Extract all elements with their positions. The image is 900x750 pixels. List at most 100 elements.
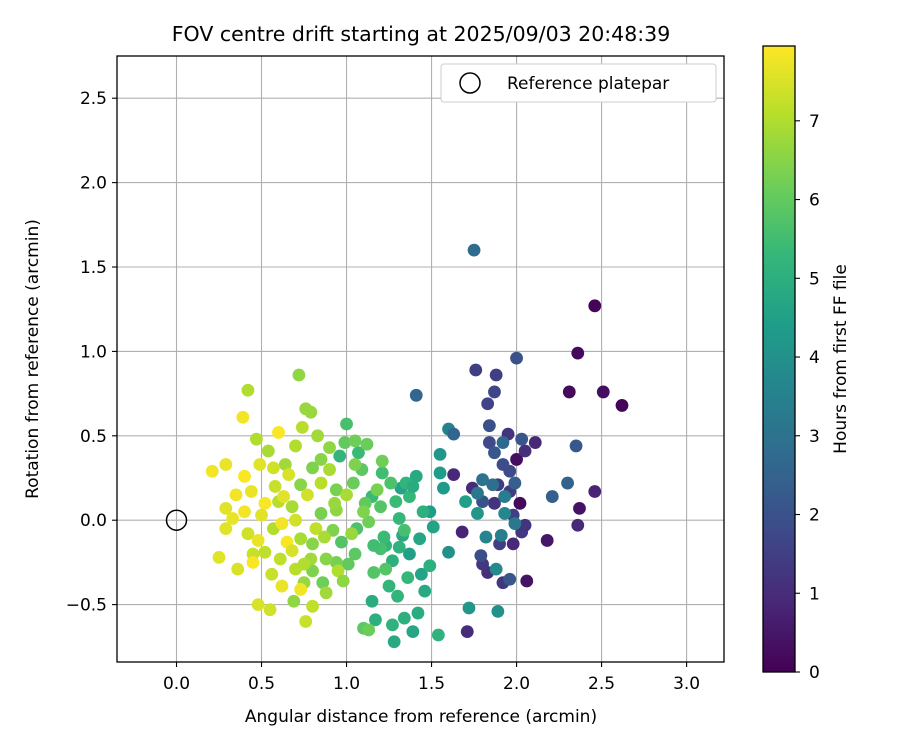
data-point [340,488,353,502]
data-point [462,601,476,615]
data-point [403,547,416,561]
data-point [309,522,323,536]
data-point [588,299,602,313]
colorbar-tick-label: 5 [809,269,820,289]
data-point [287,594,301,608]
data-point [409,388,423,402]
data-point [336,574,350,588]
data-point [285,500,299,514]
data-point [489,368,503,382]
data-point [392,540,406,554]
data-point [596,385,610,399]
grid-lines [117,56,724,662]
data-point [345,527,359,541]
data-point [292,368,306,382]
data-point [295,420,309,434]
data-point [389,495,403,509]
y-axis-label: Rotation from reference (arcmin) [23,219,43,499]
x-tick-label: 0.5 [248,674,275,694]
data-point [374,500,387,514]
data-point [471,507,484,520]
data-point [479,530,493,544]
data-point [282,468,296,482]
data-point [486,478,500,492]
data-point [403,490,416,503]
y-tick-label: −0.5 [66,596,107,616]
data-point [447,427,461,441]
data-point [423,559,437,573]
data-point [571,518,585,532]
x-tick-label: 0.0 [163,674,190,694]
data-point [426,520,440,534]
data-point [416,505,430,519]
data-point [357,505,370,519]
data-point [406,625,420,639]
legend-label: Reference platepar [507,74,669,94]
data-point [459,495,472,509]
data-point [314,507,328,520]
data-point [571,346,585,360]
data-point [442,545,455,559]
data-points [205,243,629,649]
data-point [375,466,389,480]
data-point [467,243,481,257]
data-point [386,618,399,632]
data-point [481,397,495,411]
data-point [482,419,496,433]
x-axis-label: Angular distance from reference (arcmin) [245,707,597,727]
data-point [392,512,406,525]
data-point [316,576,330,590]
colorbar-tick-label: 6 [809,191,820,211]
data-point [379,562,393,576]
data-point [562,385,576,399]
data-point [474,549,488,563]
data-point [375,454,389,468]
data-point [348,434,362,448]
data-point [369,613,382,627]
data-point [362,623,376,637]
data-point [518,518,532,532]
data-point [503,572,517,586]
data-point [401,571,415,584]
data-point [268,480,282,493]
x-tick-label: 3.0 [673,674,700,694]
data-point [273,552,287,566]
data-point [503,464,517,478]
data-point [496,436,510,449]
data-point [301,488,314,502]
data-point [219,501,233,515]
colorbar-tick-label: 3 [809,427,820,447]
data-point [488,446,501,460]
data-point [229,488,243,502]
data-point [460,625,474,639]
data-point [319,586,333,600]
data-point [489,562,503,576]
colorbar-tick-label: 0 [809,663,820,683]
colorbar-tick-label: 1 [809,584,820,604]
data-point [338,436,352,449]
data-point [294,532,308,546]
y-tick-label: 2.0 [80,174,107,194]
data-point [365,594,379,608]
legend: Reference platepar [440,63,717,103]
data-point [258,496,272,510]
data-point [251,534,265,547]
data-point [277,490,291,503]
data-point [573,501,586,515]
data-point [471,486,484,500]
data-point [241,527,255,541]
data-point [241,383,255,397]
data-point [367,566,381,579]
data-point [267,461,280,475]
plot-frame [116,55,725,663]
data-point [265,567,279,581]
data-point [362,515,376,529]
data-point [340,417,353,431]
data-point [508,517,522,530]
data-point [219,522,233,536]
data-point [513,496,527,510]
legend-open-circle-marker [459,72,481,94]
data-point [231,562,245,576]
y-tick-label: 0.5 [80,427,107,447]
data-point [476,473,489,487]
